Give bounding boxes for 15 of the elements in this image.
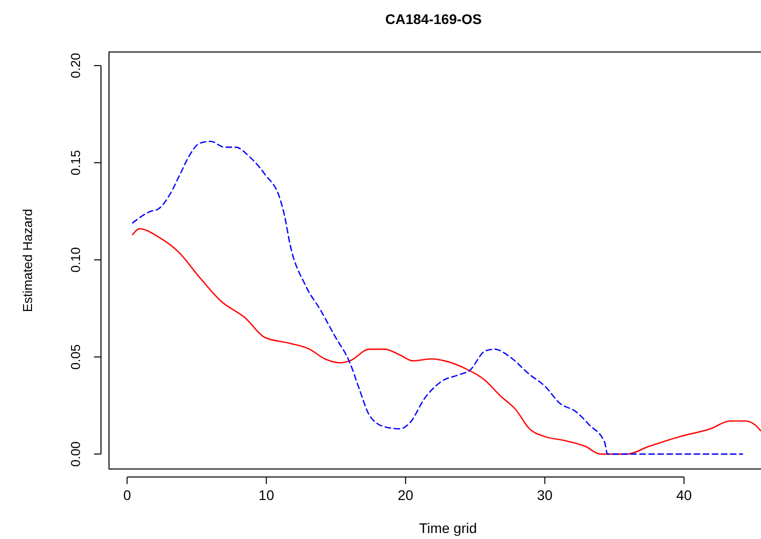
line-series (132, 228, 761, 455)
x-tick-label: 10 (258, 487, 274, 503)
y-tick-label: 0.10 (68, 247, 83, 272)
x-tick-label: 40 (676, 487, 692, 503)
line-series (132, 140, 744, 455)
chart-title: CA184-169-OS (385, 11, 482, 27)
y-tick-label: 0.00 (68, 441, 83, 467)
x-axis-title: Time grid (419, 520, 477, 536)
x-tick-label: 0 (123, 487, 132, 503)
y-tick-label: 0.05 (68, 344, 83, 370)
y-tick-label: 0.15 (68, 150, 83, 176)
y-axis-title: Estimated Hazard (20, 208, 35, 312)
x-tick-label: 30 (537, 487, 553, 503)
y-tick-label: 0.20 (68, 52, 83, 78)
x-tick-label: 20 (398, 487, 414, 503)
